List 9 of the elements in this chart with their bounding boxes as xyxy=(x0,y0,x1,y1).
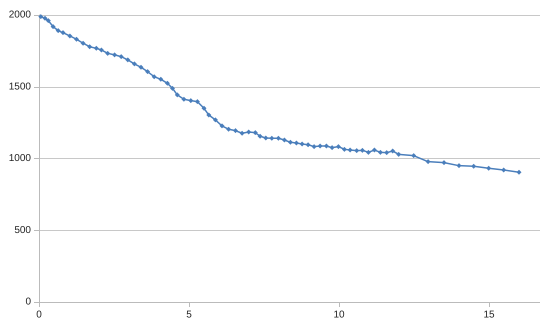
y-tick-label: 500 xyxy=(14,224,32,236)
x-tick-label: 0 xyxy=(36,310,42,320)
y-tick-label: 1000 xyxy=(8,153,32,164)
x-tick-label: 5 xyxy=(186,310,192,320)
y-tick-label: 0 xyxy=(25,296,32,308)
y-tick-label: 1500 xyxy=(8,81,32,92)
x-tick-label: 15 xyxy=(483,310,495,320)
x-tick-label: 10 xyxy=(333,310,345,320)
y-tick-label: 2000 xyxy=(8,10,32,20)
